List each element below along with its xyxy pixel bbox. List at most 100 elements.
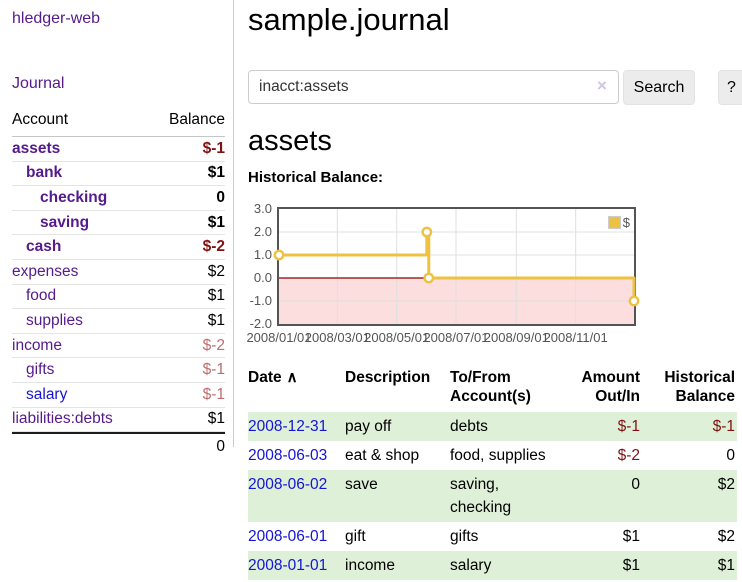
register-row: 2008-12-31 pay off debts $-1 $-1 — [248, 412, 737, 441]
y-axis-tick-label: 0.0 — [253, 270, 272, 285]
register-row: 2008-06-03 eat & shop food, supplies $-2… — [248, 441, 737, 470]
column-header-balance: Historical Balance — [664, 369, 735, 405]
account-link[interactable]: checking — [40, 188, 108, 206]
account-link[interactable]: salary — [26, 385, 68, 403]
transaction-date-link[interactable]: 2008-12-31 — [248, 418, 328, 435]
transaction-accounts: food, supplies — [450, 447, 546, 464]
account-row: liabilities:debts $1 — [12, 408, 225, 433]
chart-legend: $ — [607, 215, 630, 230]
account-link[interactable]: liabilities:debts — [12, 410, 113, 428]
account-link[interactable]: supplies — [26, 311, 83, 329]
transaction-amount: $1 — [622, 528, 640, 545]
accounts-total-value: 0 — [216, 438, 225, 456]
transaction-date-link[interactable]: 2008-06-03 — [248, 447, 328, 464]
sidebar: hledger-web Journal Account Balance asse… — [0, 0, 234, 455]
column-header-accounts: To/From Account(s) — [450, 369, 531, 405]
search-button[interactable]: Search — [623, 70, 695, 105]
account-row: bank $1 — [12, 162, 225, 187]
transaction-description: pay off — [345, 418, 392, 435]
account-row: saving $1 — [12, 211, 225, 236]
legend-swatch-icon — [607, 216, 621, 229]
account-balance: 0 — [216, 188, 225, 206]
account-balance: $1 — [207, 410, 225, 428]
search-input[interactable] — [248, 70, 619, 104]
y-axis-tick-label: 2.0 — [253, 224, 272, 239]
chart-canvas — [273, 209, 640, 324]
account-balance: $1 — [207, 164, 225, 182]
account-balance: $1 — [207, 287, 225, 305]
y-axis-tick-label: -1.0 — [249, 293, 272, 308]
accounts-header-balance: Balance — [168, 111, 225, 128]
account-link[interactable]: saving — [40, 213, 90, 231]
column-header-description: Description — [345, 369, 431, 386]
account-link[interactable]: food — [26, 287, 57, 305]
account-link[interactable]: cash — [26, 238, 62, 256]
main-content: sample.journal × Search ? assets Histori… — [246, 0, 742, 582]
register-row: 2008-06-02 save saving, checking 0 $2 — [248, 470, 737, 522]
transaction-accounts: saving, checking — [450, 476, 512, 516]
y-axis-tick-label: 3.0 — [253, 201, 272, 216]
historical-balance-chart: 3.0 2.0 1.0 0.0 -1.0 -2.0 $ 2008/01/01 2008/03… — [246, 200, 740, 348]
sidebar-item-journal[interactable]: Journal — [12, 75, 65, 92]
transaction-balance: $2 — [717, 528, 735, 545]
account-link[interactable]: expenses — [12, 262, 79, 280]
transaction-description: gift — [345, 528, 366, 545]
account-row: salary $-1 — [12, 383, 225, 408]
transaction-accounts: salary — [450, 557, 492, 574]
account-row: income $-2 — [12, 334, 225, 359]
x-axis-tick-label: 2008/05/01 — [364, 330, 430, 345]
x-axis-tick-label: 2008/11/01 — [543, 330, 608, 345]
sort-asc-icon: ∧ — [286, 369, 298, 386]
clear-search-icon[interactable]: × — [597, 76, 607, 95]
account-link[interactable]: bank — [26, 164, 63, 182]
accounts-table-header: Account Balance — [12, 108, 225, 137]
account-row: food $1 — [12, 285, 225, 310]
transaction-amount: 0 — [631, 476, 640, 493]
transaction-amount: $-2 — [617, 447, 640, 464]
transaction-date-link[interactable]: 2008-06-02 — [248, 476, 328, 493]
x-axis-tick-label: 2008/03/01 — [304, 330, 370, 345]
transaction-amount: $1 — [622, 557, 640, 574]
plot-area: $ — [273, 207, 640, 326]
account-balance: $-2 — [202, 238, 225, 256]
legend-label: $ — [622, 215, 630, 230]
account-balance: $-1 — [202, 139, 225, 157]
chart-title: Historical Balance: — [248, 169, 384, 186]
x-axis-tick-label: 2008/07/01 — [423, 330, 489, 345]
account-balance: $1 — [207, 311, 225, 329]
transaction-balance: $-1 — [712, 418, 735, 435]
account-link[interactable]: gifts — [26, 361, 55, 379]
y-axis-tick-label: 1.0 — [253, 247, 272, 262]
brand-link[interactable]: hledger-web — [12, 10, 101, 27]
account-balance: $-2 — [202, 336, 225, 354]
account-link[interactable]: assets — [12, 139, 61, 157]
account-link[interactable]: income — [12, 336, 62, 354]
account-page-title: assets — [248, 125, 332, 157]
account-row: expenses $2 — [12, 260, 225, 285]
account-row: gifts $-1 — [12, 358, 225, 383]
transaction-balance: 0 — [726, 447, 735, 464]
transaction-accounts: gifts — [450, 528, 479, 545]
account-balance: $-1 — [202, 385, 225, 403]
account-row: assets $-1 — [12, 137, 225, 162]
x-axis-tick-label: 2008/01/01 — [246, 330, 312, 345]
register-row: 2008-06-01 gift gifts $1 $2 — [248, 522, 737, 551]
transaction-amount: $-1 — [617, 418, 640, 435]
accounts-table: Account Balance assets $-1 bank $1 check… — [12, 108, 225, 460]
register-table: Date ∧ Description To/From Account(s) Amo… — [248, 362, 737, 580]
account-row: cash $-2 — [12, 235, 225, 260]
transaction-date-link[interactable]: 2008-01-01 — [248, 557, 328, 574]
accounts-total-row: 0 — [12, 432, 225, 460]
transaction-description: income — [345, 557, 395, 574]
transaction-date-link[interactable]: 2008-06-01 — [248, 528, 328, 545]
column-header-date[interactable]: Date ∧ — [248, 369, 298, 386]
account-balance: $2 — [207, 262, 225, 280]
account-row: checking 0 — [12, 186, 225, 211]
transaction-balance: $1 — [717, 557, 735, 574]
help-button[interactable]: ? — [718, 70, 742, 105]
register-row: 2008-01-01 income salary $1 $1 — [248, 551, 737, 580]
register-header-row: Date ∧ Description To/From Account(s) Amo… — [248, 362, 737, 412]
transaction-balance: $2 — [717, 476, 735, 493]
account-balance: $-1 — [202, 361, 225, 379]
column-header-amount: Amount Out/In — [581, 369, 640, 405]
